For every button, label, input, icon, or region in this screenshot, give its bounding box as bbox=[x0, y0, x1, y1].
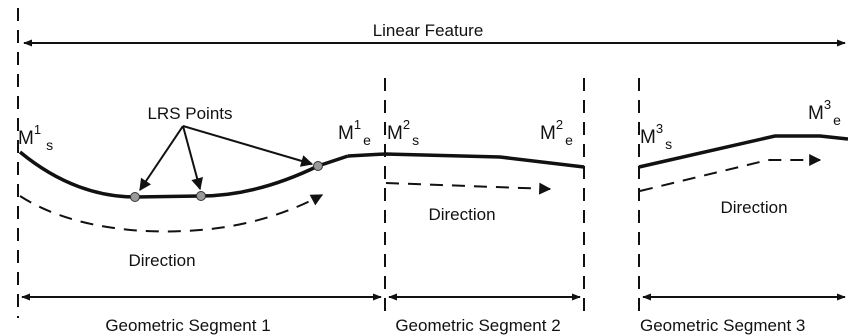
direction-label-1: Direction bbox=[128, 251, 195, 270]
marker-m1e: M1e bbox=[338, 117, 371, 148]
segment-1-label: Geometric Segment 1 bbox=[105, 316, 270, 335]
lrs-pointer-arrow-3 bbox=[182, 125, 314, 167]
marker-m2e: M2e bbox=[540, 117, 573, 148]
marker-m3e: M3e bbox=[808, 97, 841, 128]
lrs-point-1 bbox=[130, 192, 140, 202]
marker-m1s: M1s bbox=[18, 122, 53, 153]
direction-label-2: Direction bbox=[428, 205, 495, 224]
segment-boundaries bbox=[17, 8, 640, 318]
segment-1-geometry bbox=[18, 150, 349, 199]
lrs-pointer-arrow-2 bbox=[182, 125, 203, 191]
marker-m3s: M3s bbox=[640, 121, 672, 152]
segment-3-label: Geometric Segment 3 bbox=[640, 316, 805, 335]
direction-label-3: Direction bbox=[720, 198, 787, 217]
direction-arrow-2 bbox=[385, 182, 552, 195]
direction-arrows bbox=[19, 154, 822, 233]
lrs-point-2 bbox=[196, 191, 206, 201]
marker-m2s: M2s bbox=[387, 117, 419, 148]
linear-feature-label: Linear Feature bbox=[373, 21, 484, 40]
segment-2-label: Geometric Segment 2 bbox=[395, 316, 560, 335]
lrs-pointer-arrow-1 bbox=[139, 125, 184, 191]
segment-3-geometry bbox=[638, 134, 848, 169]
direction-arrow-1 bbox=[19, 194, 324, 233]
direction-arrow-3 bbox=[639, 154, 822, 192]
lrs-pointer-arrows bbox=[139, 125, 314, 191]
segment-2-geometry bbox=[347, 152, 585, 169]
lrs-points-label: LRS Points bbox=[147, 104, 232, 123]
lrs-point-3 bbox=[313, 161, 323, 171]
